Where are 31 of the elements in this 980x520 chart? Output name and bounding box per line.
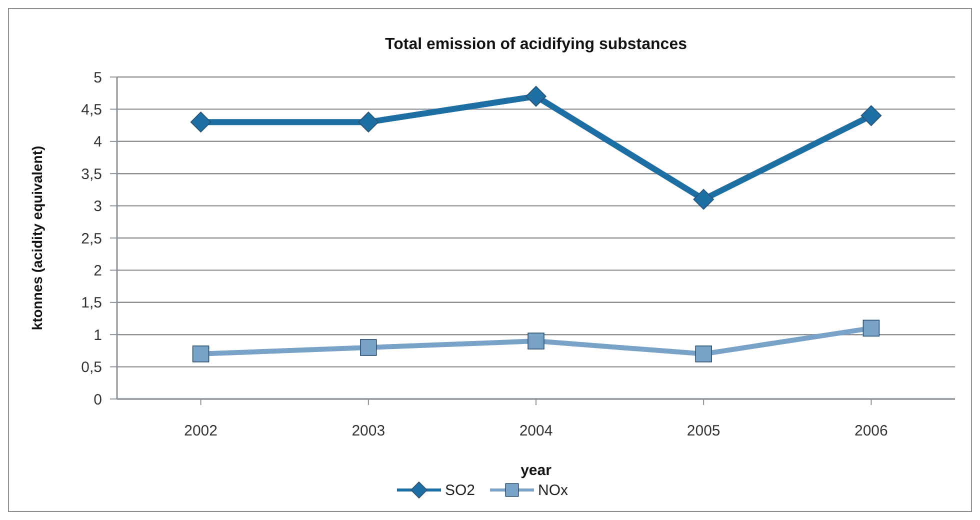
y-tick-label: 1 — [94, 326, 102, 344]
point — [862, 320, 880, 337]
legend-label: NOx — [538, 482, 568, 498]
x-tick-label: 2002 — [184, 422, 218, 440]
point — [860, 105, 882, 126]
chart-title: Total emission of acidifying substances — [384, 36, 688, 54]
y-tick-label: 5 — [94, 69, 102, 86]
point — [695, 346, 712, 362]
y-tick-label: 0,5 — [81, 359, 102, 376]
point — [528, 332, 544, 350]
point — [190, 112, 212, 132]
point — [526, 86, 546, 107]
y-tick-label: 3 — [94, 198, 102, 216]
x-tick-label: 2004 — [519, 422, 553, 440]
y-tick-label: 0 — [94, 391, 102, 408]
y-tick-label: 2,5 — [81, 230, 102, 248]
legend-label: SO2 — [444, 482, 475, 498]
point — [360, 339, 377, 356]
point — [192, 346, 210, 362]
y-tick-label: 3,5 — [81, 166, 102, 183]
y-tick-label: 4,5 — [81, 102, 102, 119]
x-axis-title: year — [520, 462, 552, 479]
y-tick-label: 1,5 — [81, 294, 102, 312]
x-tick-label: 2006 — [854, 422, 888, 440]
x-tick-label: 2003 — [352, 422, 386, 440]
y-tick-label: 4 — [94, 134, 102, 151]
y-axis-title: ktonnes (acidity equivalent) — [28, 146, 45, 330]
x-tick-label: 2005 — [686, 422, 720, 440]
y-tick-label: 2 — [94, 262, 102, 280]
point — [693, 188, 714, 210]
point — [358, 112, 379, 132]
